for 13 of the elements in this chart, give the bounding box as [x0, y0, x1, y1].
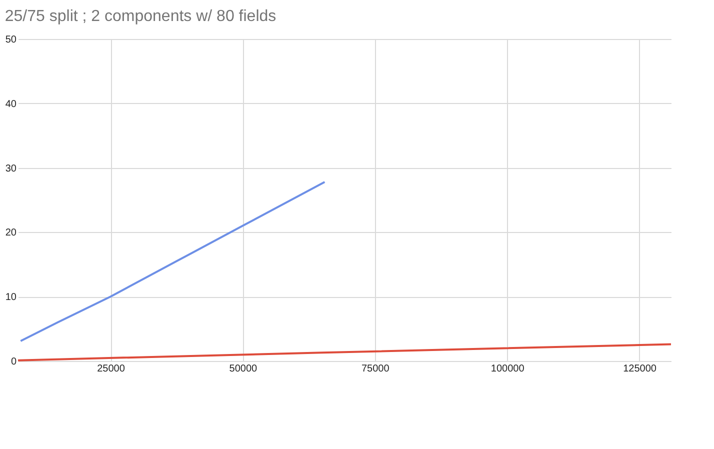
y-tick-label: 40 — [5, 98, 17, 110]
y-tick-label: 50 — [5, 34, 17, 46]
x-tick-label: 125000 — [623, 364, 657, 374]
x-tick-label: 25000 — [97, 364, 126, 374]
x-tick-label: 100000 — [490, 364, 525, 374]
y-tick-label: 10 — [5, 292, 17, 304]
line-series — [20, 180, 326, 342]
y-tick-label: 0 — [10, 356, 17, 368]
x-tick-label: 50000 — [229, 364, 258, 374]
y-tick-label: 30 — [5, 163, 17, 174]
y-tick-label: 20 — [5, 228, 17, 239]
x-tick-label: 75000 — [361, 364, 390, 374]
chart-title: 25/75 split ; 2 components w/ 80 fields — [4, 8, 276, 25]
